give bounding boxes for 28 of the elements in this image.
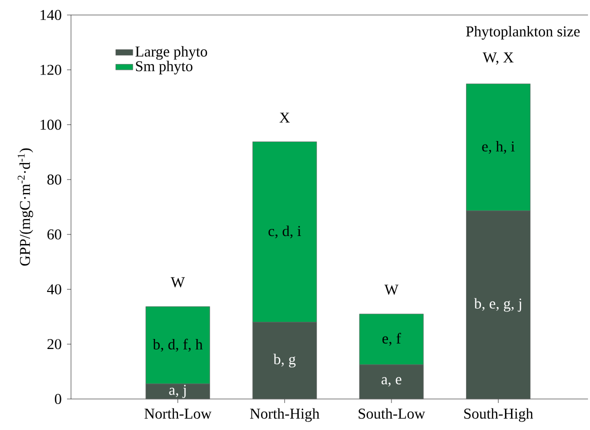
annotation: b, g xyxy=(273,354,296,368)
y-axis-title: GPP/(mgC·m$^{-2}$·d$^{-1}$) xyxy=(18,148,34,266)
y-tick-label: 140 xyxy=(40,10,62,20)
y-tick-label: 20 xyxy=(47,339,62,350)
annotation: b, e, g, j xyxy=(474,298,522,312)
annotation: W, X xyxy=(482,52,514,65)
x-tick-label: South-High xyxy=(464,408,534,422)
x-tick-label: North-Low xyxy=(144,408,212,419)
annotation: a, e xyxy=(382,377,402,387)
legend-label: Large phyto xyxy=(135,46,208,60)
annotation: e, h, i xyxy=(482,140,515,154)
y-tick-label: 60 xyxy=(47,229,62,240)
x-tick-label: South-Low xyxy=(358,408,426,419)
annotation: c, d, i xyxy=(268,226,302,238)
legend-title: Phytoplankton size xyxy=(466,26,580,40)
annotation: e, f xyxy=(382,332,402,346)
annotation: W xyxy=(170,277,185,288)
annotation: X xyxy=(280,112,290,123)
annotation: W xyxy=(384,284,398,295)
y-tick-label: 40 xyxy=(47,284,62,294)
y-tick-label: 0 xyxy=(54,394,62,404)
annotation: a, j xyxy=(169,384,186,398)
y-tick-label: 120 xyxy=(40,64,62,75)
y-tick-label: 80 xyxy=(47,174,62,185)
x-tick-label: North-High xyxy=(250,408,320,422)
annotation: b, d, f, h xyxy=(152,338,203,352)
legend-label: Sm phyto xyxy=(136,60,192,74)
y-tick-label: 100 xyxy=(40,120,62,130)
